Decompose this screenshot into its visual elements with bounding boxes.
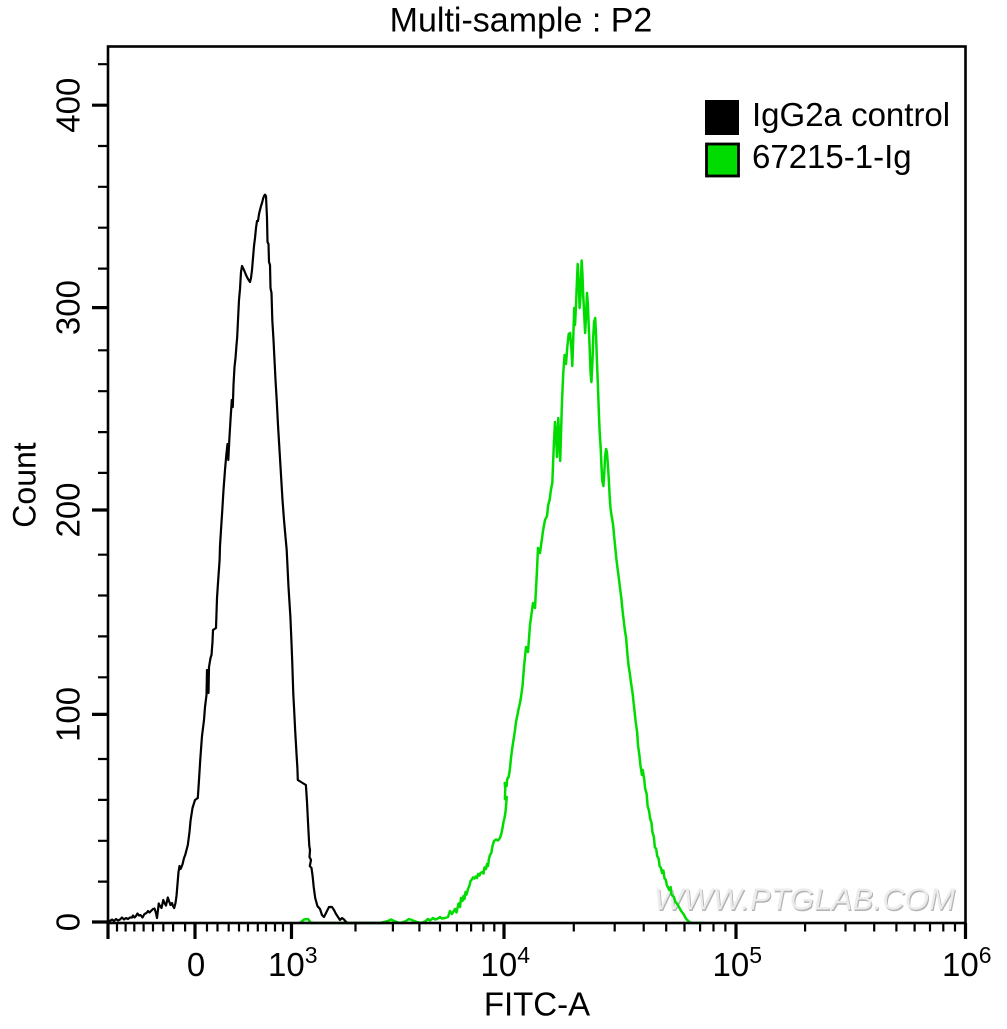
svg-text:100: 100 (50, 687, 87, 742)
svg-text:300: 300 (50, 280, 87, 335)
svg-text:Multi-sample : P2: Multi-sample : P2 (390, 2, 653, 40)
svg-text:Count: Count (7, 442, 43, 528)
svg-text:0: 0 (187, 946, 205, 983)
svg-text:67215-1-Ig: 67215-1-Ig (752, 138, 912, 175)
svg-text:200: 200 (50, 482, 87, 537)
svg-text:FITC-A: FITC-A (484, 986, 590, 1023)
svg-text:WWW.PTGLAB.COM: WWW.PTGLAB.COM (654, 881, 955, 916)
svg-text:400: 400 (50, 78, 87, 133)
svg-text:IgG2a control: IgG2a control (752, 96, 950, 133)
svg-text:WWW.PTGLAB.COM: WWW.PTGLAB.COM (655, 883, 956, 918)
svg-text:0: 0 (50, 913, 87, 931)
